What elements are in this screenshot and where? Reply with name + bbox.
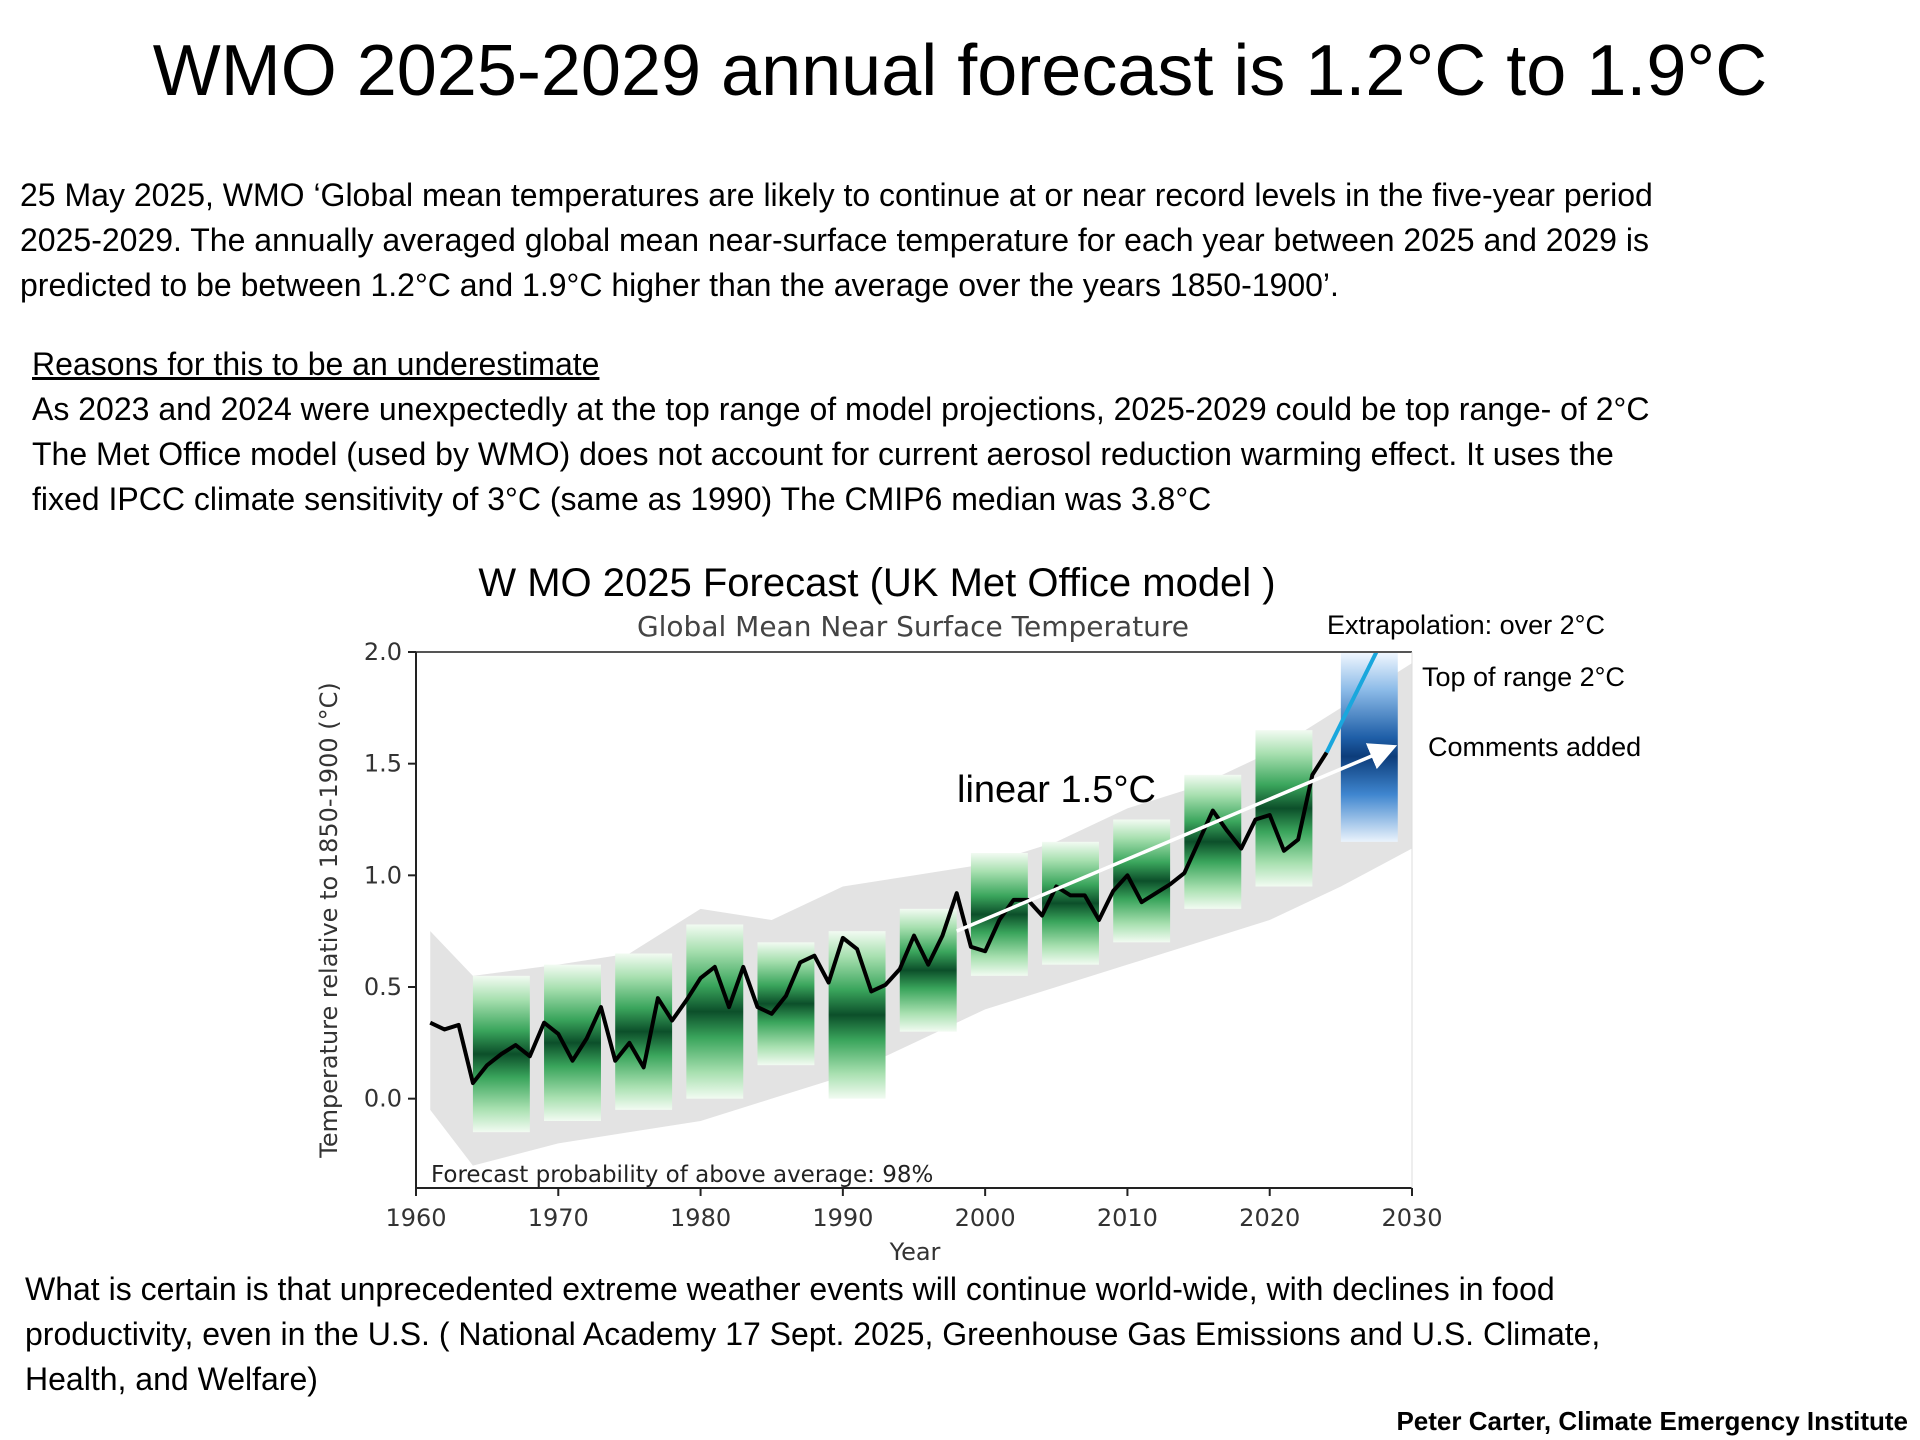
linear-annotation: linear 1.5°C [957,769,1156,811]
extrapolation-line [1324,651,1379,754]
hindcast-band [615,953,673,1110]
intro-line: 2025-2029. The annually averaged global … [20,222,1649,258]
y-tick-label: 0.0 [364,1085,402,1113]
closing-line: Health, and Welfare) [25,1361,318,1397]
hindcast-band [544,964,601,1121]
intro-line: predicted to be between 1.2°C and 1.9°C … [20,267,1339,303]
reasons-line: fixed IPCC climate sensitivity of 3°C (s… [32,481,1212,517]
closing-line: What is certain is that unprecedented ex… [25,1271,1555,1307]
reasons-line: As 2023 and 2024 were unexpectedly at th… [32,391,1650,427]
intro-line: 25 May 2025, WMO ‘Global mean temperatur… [20,177,1653,213]
hindcast-band [1184,774,1242,909]
x-tick-label: 2010 [1097,1204,1158,1232]
extrapolation-annotation: Extrapolation: over 2°C [1327,610,1605,640]
y-tick-label: 1.5 [364,750,402,778]
chart-title: Global Mean Near Surface Temperature [637,610,1189,643]
hindcast-band [899,908,957,1032]
y-tick-label: 2.0 [364,638,402,666]
x-tick-label: 2020 [1239,1204,1300,1232]
comments-annotation: Comments added [1428,732,1641,762]
author-credit: Peter Carter, Climate Emergency Institut… [1396,1406,1908,1436]
x-tick-label: 1960 [385,1204,446,1232]
chart-heading: W MO 2025 Forecast (UK Met Office model … [478,561,1275,605]
hindcast-band [686,924,744,1099]
hindcast-band [757,942,815,1066]
closing-paragraph: What is certain is that unprecedented ex… [25,1267,1600,1402]
linear-trend-arrow [956,743,1398,933]
x-tick-label: 2000 [955,1204,1016,1232]
forecast-probability-note: Forecast probability of above average: 9… [431,1162,933,1188]
x-tick-label: 2030 [1381,1204,1442,1232]
x-axis-label: Year [889,1238,941,1266]
intro-paragraph: 25 May 2025, WMO ‘Global mean temperatur… [20,173,1653,308]
closing-line: productivity, even in the U.S. ( Nationa… [25,1316,1601,1352]
hindcast-band [1255,730,1313,887]
x-tick-label: 1980 [670,1204,731,1232]
y-tick-label: 0.5 [364,973,402,1001]
observed-temperature-line [429,751,1329,1086]
page-title: WMO 2025-2029 annual forecast is 1.2°C t… [152,31,1768,111]
top-of-range-annotation: Top of range 2°C [1422,662,1625,692]
x-tick-label: 1990 [812,1204,873,1232]
reasons-heading: Reasons for this to be an underestimate [32,346,600,382]
y-axis-label: Temperature relative to 1850-1900 (°C) [315,682,343,1158]
x-tick-label: 1970 [528,1204,589,1232]
reasons-section: Reasons for this to be an underestimate … [32,342,1649,522]
y-tick-label: 1.0 [364,861,402,889]
reasons-line: The Met Office model (used by WMO) does … [32,436,1614,472]
